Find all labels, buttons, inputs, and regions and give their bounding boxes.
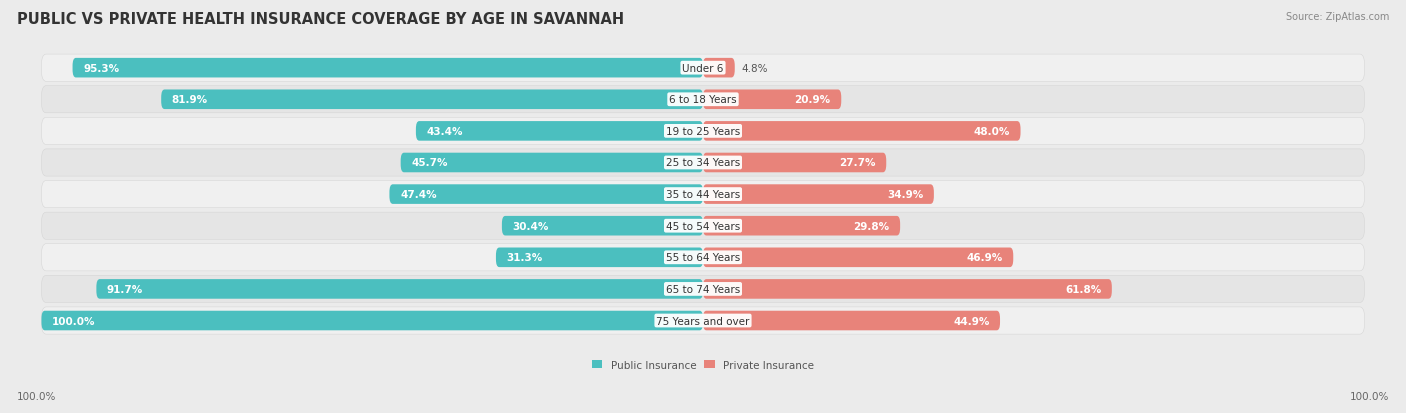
Text: 20.9%: 20.9% xyxy=(794,95,831,105)
Text: 48.0%: 48.0% xyxy=(973,126,1010,137)
FancyBboxPatch shape xyxy=(41,244,1365,271)
Text: 6 to 18 Years: 6 to 18 Years xyxy=(669,95,737,105)
FancyBboxPatch shape xyxy=(41,181,1365,208)
Text: 65 to 74 Years: 65 to 74 Years xyxy=(666,284,740,294)
FancyBboxPatch shape xyxy=(41,307,1365,334)
FancyBboxPatch shape xyxy=(41,311,703,330)
FancyBboxPatch shape xyxy=(41,86,1365,114)
Text: 47.4%: 47.4% xyxy=(401,190,437,199)
FancyBboxPatch shape xyxy=(703,248,1014,268)
FancyBboxPatch shape xyxy=(703,59,735,78)
FancyBboxPatch shape xyxy=(41,55,1365,82)
Text: 30.4%: 30.4% xyxy=(512,221,548,231)
Text: 4.8%: 4.8% xyxy=(741,64,768,74)
FancyBboxPatch shape xyxy=(703,153,886,173)
Text: 35 to 44 Years: 35 to 44 Years xyxy=(666,190,740,199)
FancyBboxPatch shape xyxy=(162,90,703,110)
FancyBboxPatch shape xyxy=(389,185,703,204)
Text: 61.8%: 61.8% xyxy=(1064,284,1101,294)
Text: 25 to 34 Years: 25 to 34 Years xyxy=(666,158,740,168)
Text: 44.9%: 44.9% xyxy=(953,316,990,326)
Text: PUBLIC VS PRIVATE HEALTH INSURANCE COVERAGE BY AGE IN SAVANNAH: PUBLIC VS PRIVATE HEALTH INSURANCE COVER… xyxy=(17,12,624,27)
Text: Source: ZipAtlas.com: Source: ZipAtlas.com xyxy=(1285,12,1389,22)
FancyBboxPatch shape xyxy=(703,90,841,110)
Text: 100.0%: 100.0% xyxy=(1350,391,1389,401)
FancyBboxPatch shape xyxy=(703,185,934,204)
Text: 43.4%: 43.4% xyxy=(426,126,463,137)
FancyBboxPatch shape xyxy=(703,280,1112,299)
Text: Under 6: Under 6 xyxy=(682,64,724,74)
Text: 91.7%: 91.7% xyxy=(107,284,143,294)
FancyBboxPatch shape xyxy=(703,311,1000,330)
FancyBboxPatch shape xyxy=(97,280,703,299)
Text: 81.9%: 81.9% xyxy=(172,95,208,105)
Text: 45.7%: 45.7% xyxy=(412,158,447,168)
FancyBboxPatch shape xyxy=(41,213,1365,240)
Text: 45 to 54 Years: 45 to 54 Years xyxy=(666,221,740,231)
FancyBboxPatch shape xyxy=(73,59,703,78)
FancyBboxPatch shape xyxy=(703,216,900,236)
Text: 75 Years and over: 75 Years and over xyxy=(657,316,749,326)
FancyBboxPatch shape xyxy=(502,216,703,236)
Text: 46.9%: 46.9% xyxy=(966,253,1002,263)
Text: 19 to 25 Years: 19 to 25 Years xyxy=(666,126,740,137)
FancyBboxPatch shape xyxy=(496,248,703,268)
Text: 34.9%: 34.9% xyxy=(887,190,924,199)
Legend: Public Insurance, Private Insurance: Public Insurance, Private Insurance xyxy=(588,356,818,374)
FancyBboxPatch shape xyxy=(41,118,1365,145)
Text: 100.0%: 100.0% xyxy=(52,316,96,326)
Text: 55 to 64 Years: 55 to 64 Years xyxy=(666,253,740,263)
Text: 29.8%: 29.8% xyxy=(853,221,890,231)
FancyBboxPatch shape xyxy=(41,150,1365,177)
FancyBboxPatch shape xyxy=(416,122,703,141)
Text: 100.0%: 100.0% xyxy=(17,391,56,401)
Text: 27.7%: 27.7% xyxy=(839,158,876,168)
Text: 95.3%: 95.3% xyxy=(83,64,120,74)
Text: 31.3%: 31.3% xyxy=(506,253,543,263)
FancyBboxPatch shape xyxy=(401,153,703,173)
FancyBboxPatch shape xyxy=(41,275,1365,303)
FancyBboxPatch shape xyxy=(703,122,1021,141)
